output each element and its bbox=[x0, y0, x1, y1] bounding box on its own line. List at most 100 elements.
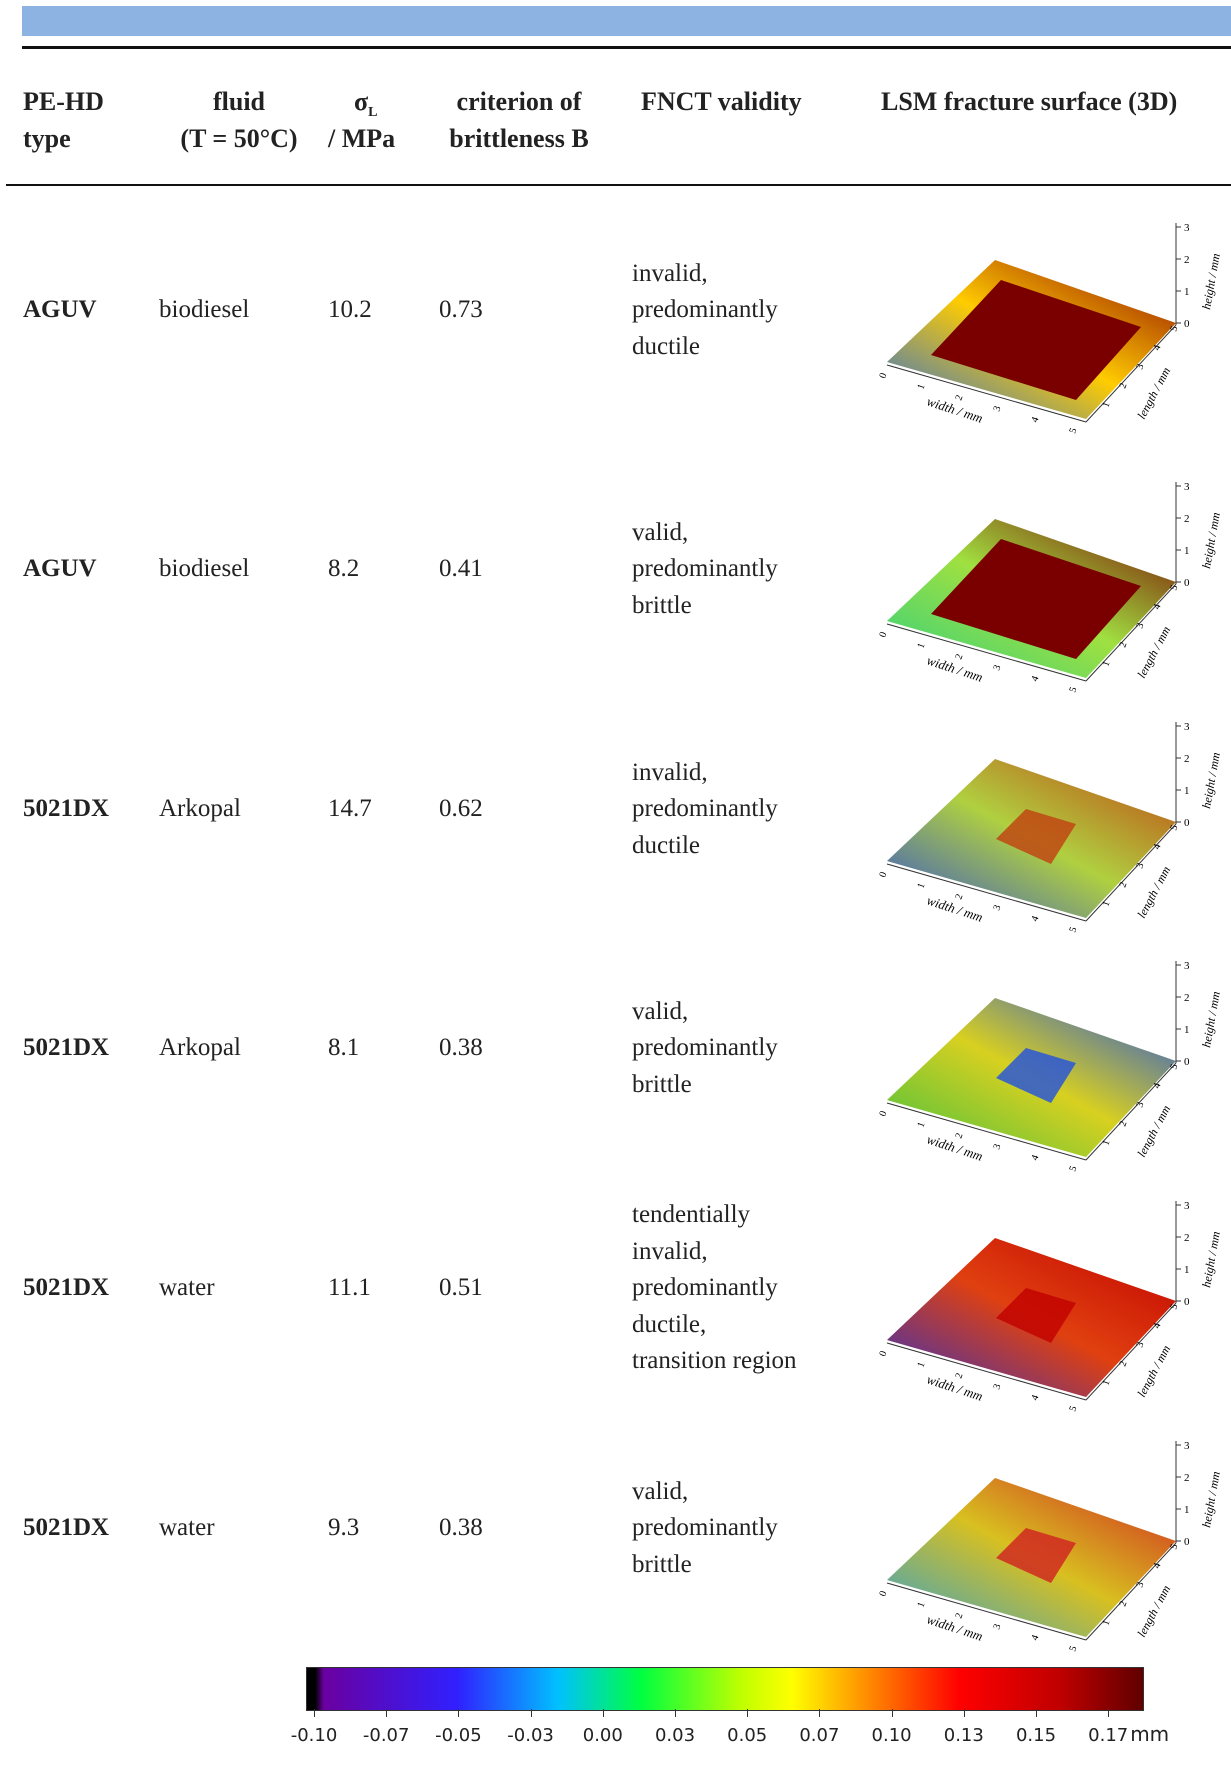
colorbar-tick bbox=[314, 1709, 315, 1717]
tick-label: 2 bbox=[1184, 254, 1190, 266]
cell-sigma: 10.2 bbox=[328, 296, 372, 323]
tick-label: 1 bbox=[1100, 1379, 1112, 1387]
tick-label: 2 bbox=[953, 653, 965, 661]
cell-type: 5021DX bbox=[23, 1274, 110, 1301]
cell-b: 0.51 bbox=[439, 1274, 483, 1301]
tick-label: 1 bbox=[1184, 545, 1190, 557]
tick-label: 2 bbox=[1184, 753, 1190, 765]
tick-label: 2 bbox=[953, 1132, 965, 1140]
axis-label: length / mm bbox=[1134, 1103, 1173, 1160]
tick-label: 3 bbox=[1184, 960, 1190, 972]
tick-label: 3 bbox=[1184, 1200, 1190, 1212]
colorbar-tick bbox=[963, 1709, 965, 1717]
tick-label: 4 bbox=[1151, 603, 1163, 611]
tick-label: 1 bbox=[1184, 785, 1190, 797]
colorbar-label: 0.13 bbox=[943, 1725, 984, 1746]
axis-label: height / mm bbox=[1199, 1470, 1223, 1529]
tick-label: 3 bbox=[1184, 721, 1190, 733]
tick-label: 1 bbox=[1184, 1504, 1190, 1516]
tick-label: 5 bbox=[1168, 584, 1180, 592]
colorbar-tick bbox=[819, 1709, 821, 1717]
tick-label: 1 bbox=[915, 1121, 927, 1129]
cell-type: 5021DX bbox=[23, 795, 110, 822]
colorbar-tick bbox=[675, 1709, 676, 1717]
axis bbox=[1085, 1302, 1177, 1401]
cell-validity: predominantly bbox=[632, 795, 778, 822]
cell-b: 0.38 bbox=[439, 1034, 483, 1061]
axis bbox=[1085, 823, 1177, 922]
colorbar-tick bbox=[602, 1709, 604, 1717]
tick-label: 3 bbox=[1134, 1101, 1146, 1109]
tick-label: 1 bbox=[1100, 401, 1112, 409]
tick-label: 1 bbox=[915, 1601, 927, 1609]
cell-validity: ductile bbox=[632, 332, 701, 360]
tick-label: 2 bbox=[1184, 992, 1190, 1004]
tick-label: 1 bbox=[1184, 1264, 1190, 1276]
cell-fluid: Arkopal bbox=[159, 795, 241, 822]
surface-plateau bbox=[931, 539, 1141, 659]
colorbar-label: 0.17 bbox=[1088, 1725, 1129, 1746]
surface-crack bbox=[996, 1288, 1076, 1343]
axis-label: height / mm bbox=[1199, 990, 1223, 1049]
tick-label: 0 bbox=[877, 1590, 889, 1598]
colorbar-label: -0.10 bbox=[290, 1725, 338, 1746]
cell-validity: transition region bbox=[632, 1347, 797, 1374]
tick-label: 4 bbox=[1029, 915, 1041, 923]
tick-label: 5 bbox=[1168, 824, 1180, 832]
tick-label: 3 bbox=[1134, 1341, 1146, 1349]
cell-validity: valid, bbox=[632, 518, 689, 546]
tick-label: 1 bbox=[915, 882, 927, 890]
tick-label: 1 bbox=[1100, 1619, 1112, 1627]
tick-label: 2 bbox=[1184, 1472, 1190, 1484]
tick-label: 3 bbox=[991, 1623, 1003, 1631]
tick-label: 0 bbox=[877, 1110, 889, 1118]
tick-label: 3 bbox=[991, 1143, 1003, 1151]
tick-label: 2 bbox=[1117, 1600, 1129, 1608]
rule bbox=[22, 46, 1231, 49]
tick-label: 0 bbox=[1184, 817, 1190, 829]
axis bbox=[886, 1342, 1087, 1401]
tick-label: 1 bbox=[1100, 900, 1112, 908]
axis bbox=[1085, 324, 1177, 423]
colorbar-label: 0.00 bbox=[582, 1725, 623, 1746]
tick-label: 4 bbox=[1151, 843, 1163, 851]
tick-label: 2 bbox=[953, 893, 965, 901]
cell-validity: invalid, bbox=[632, 259, 708, 287]
cell-sigma: 14.7 bbox=[328, 795, 372, 822]
tick-label: 2 bbox=[953, 394, 965, 402]
cell-validity: predominantly bbox=[632, 296, 778, 323]
colorbar-tick bbox=[747, 1709, 749, 1717]
tick-label: 5 bbox=[1168, 1063, 1180, 1071]
colorbar-label: -0.07 bbox=[362, 1725, 410, 1746]
tick-label: 2 bbox=[953, 1612, 965, 1620]
tick-label: 2 bbox=[953, 1372, 965, 1380]
axis bbox=[1085, 1542, 1177, 1641]
cell-validity: invalid, bbox=[632, 758, 708, 786]
tick-label: 0 bbox=[1184, 1056, 1190, 1068]
colorbar-label: 0.03 bbox=[654, 1725, 696, 1746]
top-band bbox=[22, 6, 1231, 36]
axis-label: height / mm bbox=[1199, 1230, 1223, 1289]
axis bbox=[886, 863, 1087, 922]
tick-label: 2 bbox=[1117, 641, 1129, 649]
axis bbox=[886, 1102, 1087, 1161]
tick-label: 2 bbox=[1117, 1120, 1129, 1128]
tick-label: 2 bbox=[1184, 1232, 1190, 1244]
colorbar-label: 0.15 bbox=[1015, 1725, 1057, 1746]
axis bbox=[1085, 1062, 1177, 1161]
tick-label: 5 bbox=[1067, 1405, 1079, 1413]
cell-validity: brittle bbox=[632, 1070, 692, 1098]
tick-label: 3 bbox=[1134, 363, 1146, 371]
cell-type: 5021DX bbox=[23, 1034, 110, 1061]
tick-label: 3 bbox=[991, 1383, 1003, 1391]
tick-label: 5 bbox=[1067, 427, 1079, 435]
tick-label: 3 bbox=[1134, 622, 1146, 630]
tick-label: 1 bbox=[1100, 660, 1112, 668]
tick-label: 1 bbox=[1184, 1024, 1190, 1036]
tick-label: 4 bbox=[1151, 1562, 1163, 1570]
cell-sigma: 8.1 bbox=[328, 1034, 360, 1061]
tick-label: 5 bbox=[1067, 686, 1079, 694]
header-symbol: σL bbox=[354, 83, 378, 131]
